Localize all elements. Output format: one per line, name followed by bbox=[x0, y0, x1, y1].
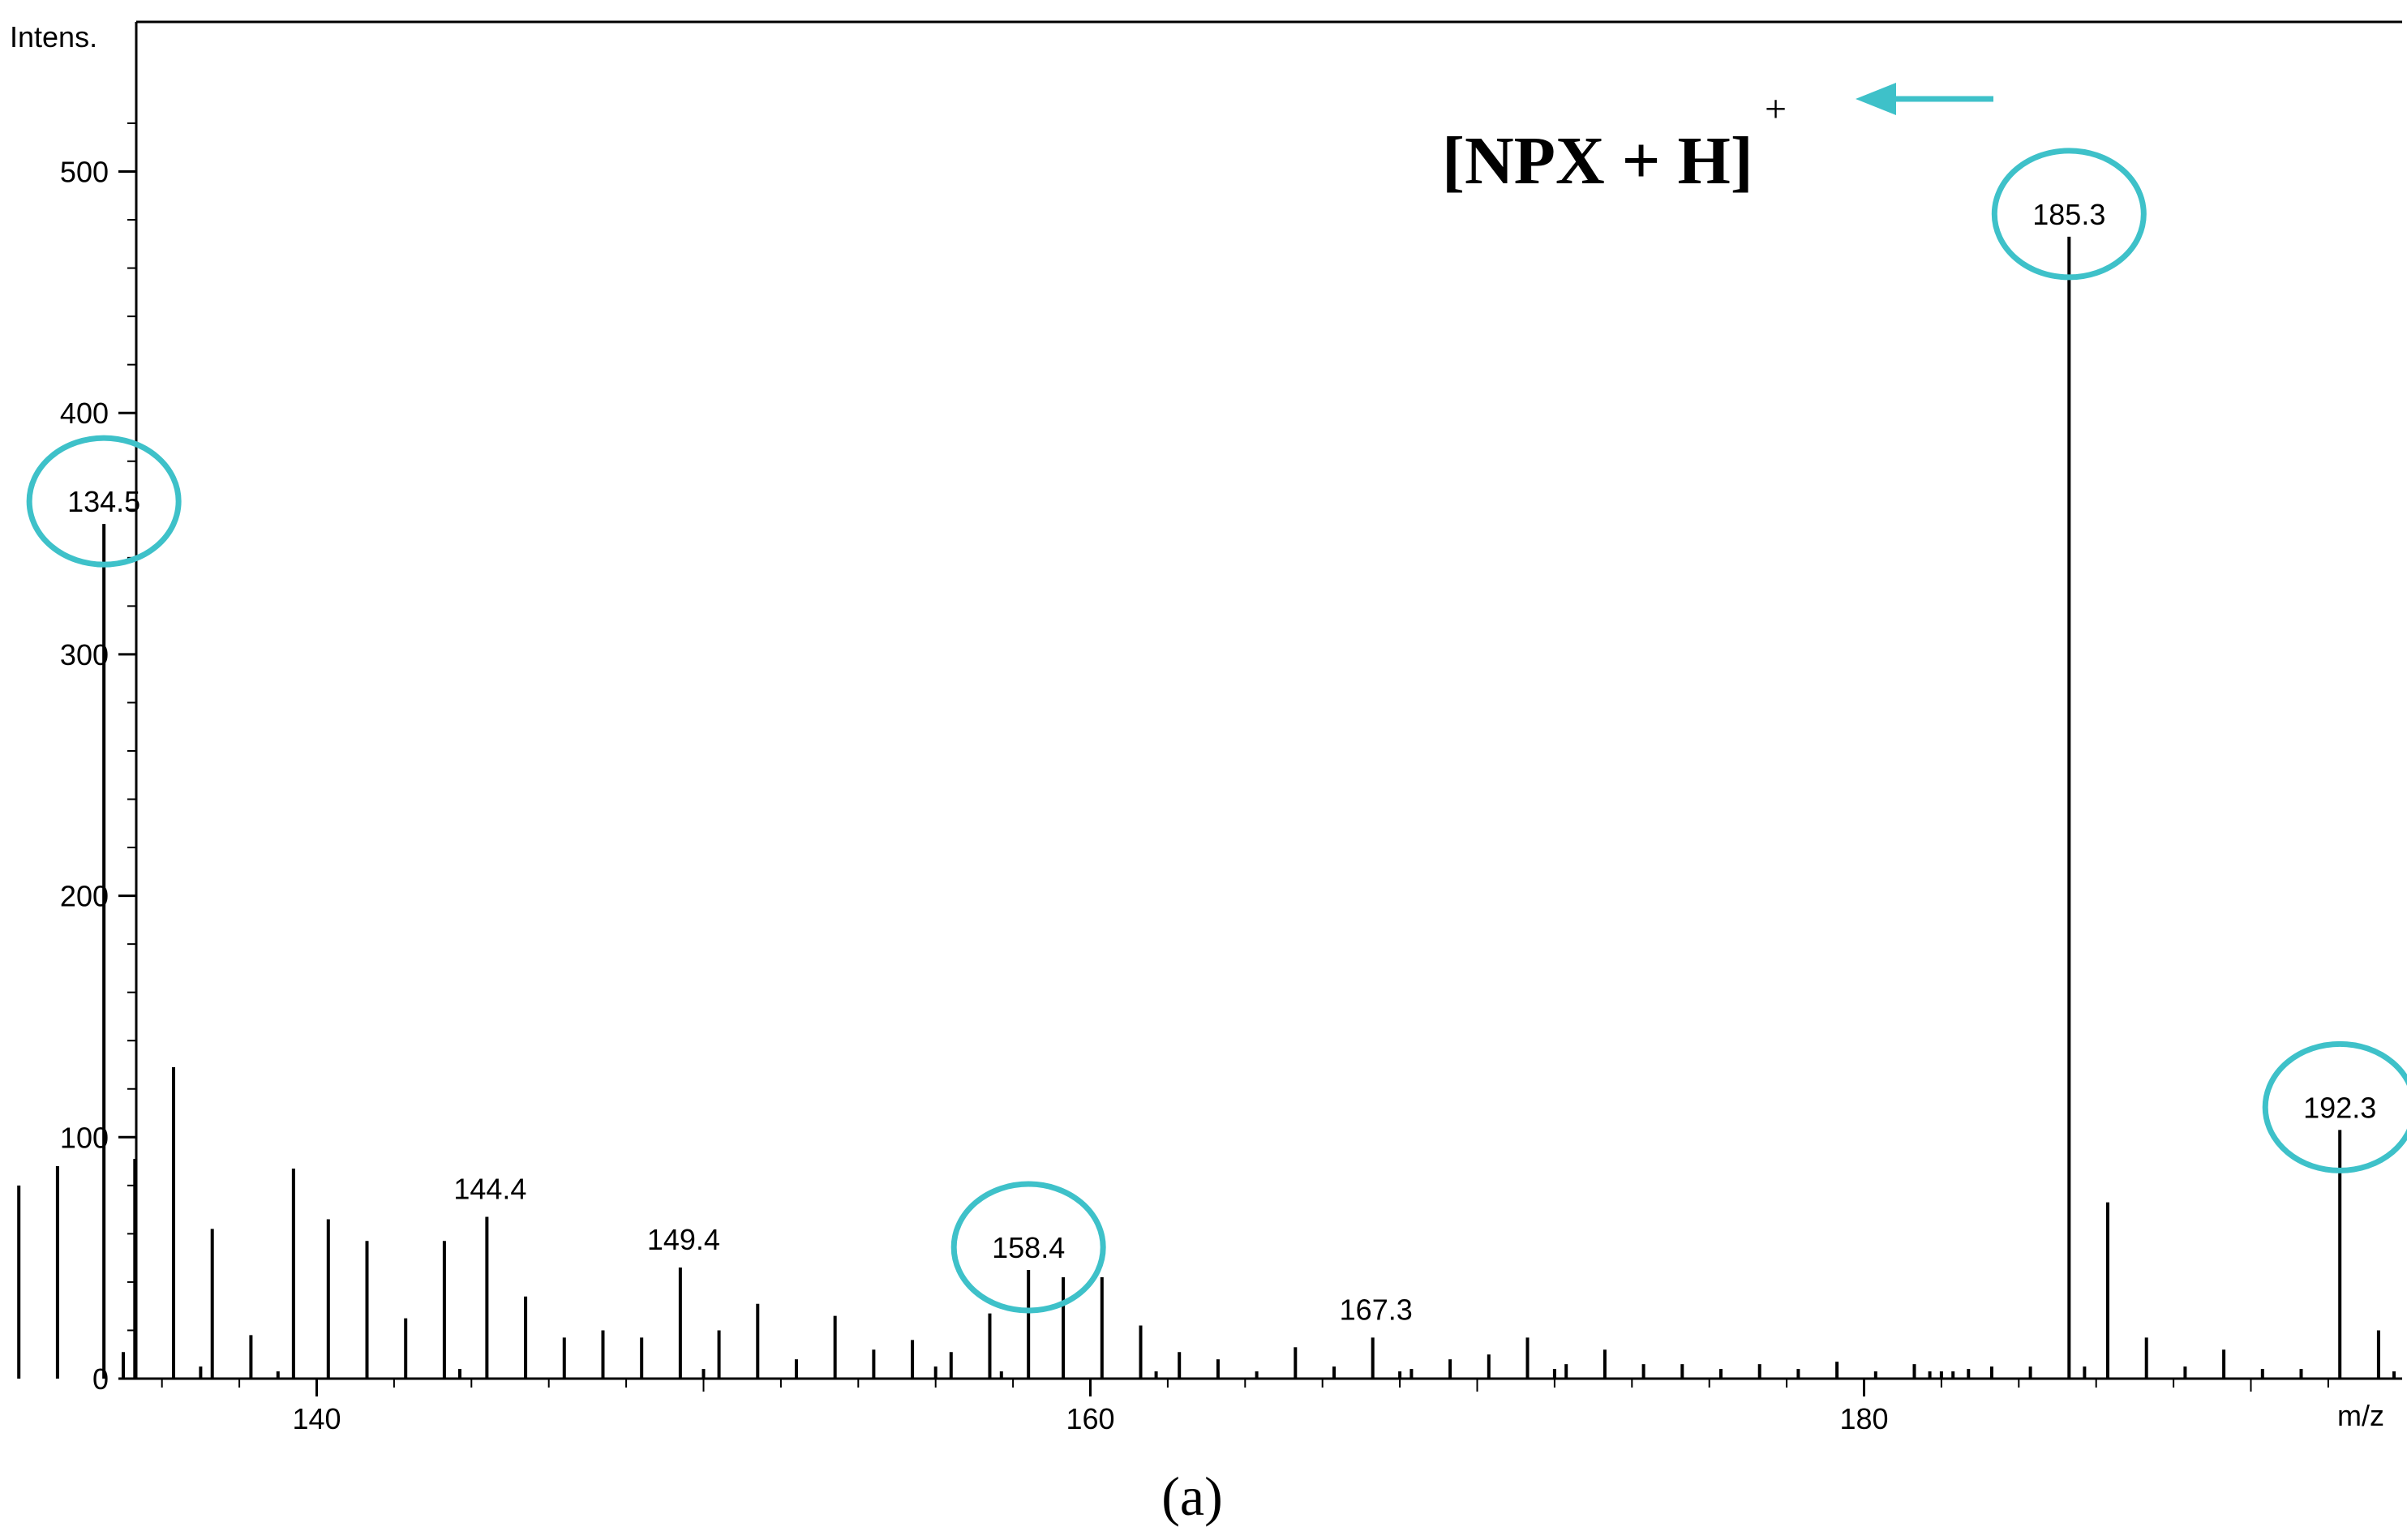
annotation-superscript: + bbox=[1765, 88, 1787, 131]
peak-label: 167.3 bbox=[1340, 1293, 1413, 1326]
peaks bbox=[17, 236, 2396, 1379]
peak-label: 149.4 bbox=[647, 1223, 720, 1256]
peak-circle bbox=[950, 1181, 1106, 1314]
arrow-head-icon bbox=[1856, 83, 1896, 115]
peak-labels: 134.5144.4149.4158.4167.3185.3192.3198.3… bbox=[67, 198, 2376, 1327]
peak-label: 144.4 bbox=[453, 1173, 526, 1206]
x-ticks: 140160180200220240 bbox=[161, 1379, 2329, 1435]
peak-label: 192.3 bbox=[2303, 1091, 2376, 1124]
y-tick-label: 0 bbox=[92, 1362, 109, 1396]
y-tick-label: 200 bbox=[60, 880, 109, 913]
x-tick-label: 180 bbox=[1839, 1402, 1888, 1435]
figure-caption: (a) bbox=[1161, 1465, 1222, 1527]
y-axis-label: Intens. bbox=[10, 20, 97, 54]
annotation-text: [NPX + H] bbox=[1442, 123, 1753, 199]
peak-label: 158.4 bbox=[992, 1231, 1065, 1264]
y-ticks: 0 100 200 300 400 500 bbox=[60, 122, 136, 1396]
x-tick-label: 140 bbox=[292, 1402, 341, 1435]
precursor-annotation: [NPX + H] + bbox=[1442, 83, 1993, 199]
peak-label: 185.3 bbox=[2032, 198, 2105, 231]
peak-circles bbox=[26, 148, 2407, 1314]
x-axis-label: m/z bbox=[2337, 1399, 2384, 1432]
y-tick-label: 500 bbox=[60, 156, 109, 189]
peak-circle bbox=[1991, 148, 2147, 281]
y-tick-label: 400 bbox=[60, 397, 109, 430]
y-tick-label: 100 bbox=[60, 1121, 109, 1154]
x-tick-label: 160 bbox=[1066, 1402, 1114, 1435]
peak-label: 134.5 bbox=[67, 485, 140, 518]
y-tick-label: 300 bbox=[60, 638, 109, 671]
peak-circle bbox=[26, 435, 182, 568]
plot-frame bbox=[135, 20, 2402, 1380]
peak-circle bbox=[2262, 1040, 2407, 1173]
